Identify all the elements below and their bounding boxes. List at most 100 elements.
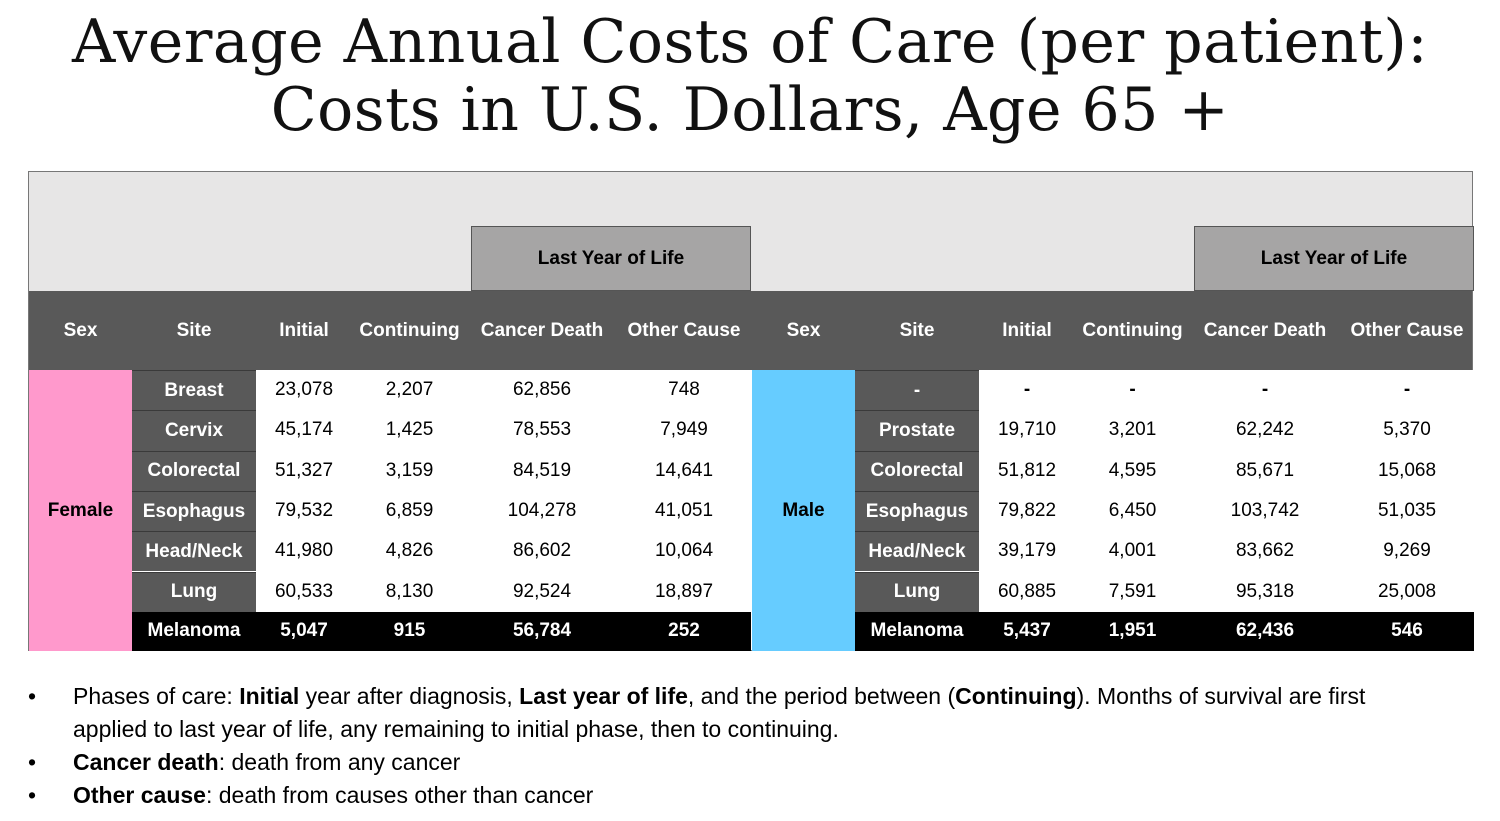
- female-continuing-value: 6,859: [385, 500, 434, 522]
- male-continuing-value: 3,201: [1108, 419, 1157, 441]
- female-cancer-death-value: 86,602: [512, 540, 572, 562]
- male-other-cause-value: 9,269: [1383, 540, 1431, 562]
- female-values-bg: [256, 370, 751, 612]
- female-cancer-death-value: 78,553: [512, 419, 572, 441]
- note-text: Phases of care:: [73, 683, 240, 709]
- male-header-site: Site: [899, 319, 935, 341]
- male-site-cell: Head/Neck: [855, 531, 979, 572]
- male-sex-cell: Male: [752, 370, 855, 651]
- female-other-cause-value: 7,949: [660, 419, 708, 441]
- female-site-cell: Lung: [132, 571, 256, 612]
- female-other-cause-value: 41,051: [654, 500, 714, 522]
- male-other-cause-value: 546: [1391, 620, 1423, 642]
- male-other-cause-value: 25,008: [1377, 580, 1437, 602]
- cost-table: Last Year of Life Last Year of Life Sex S…: [28, 171, 1474, 651]
- female-sex-cell: Female: [29, 370, 132, 651]
- female-initial-value: 60,533: [274, 580, 334, 602]
- bullet-icon: •: [28, 683, 37, 709]
- female-site-cell: Cervix: [132, 410, 256, 451]
- title-line-1: Average Annual Costs of Care (per patien…: [71, 7, 1429, 77]
- note-text: : death from causes other than cancer: [205, 782, 594, 808]
- male-continuing-value: 4,595: [1108, 459, 1157, 481]
- male-cancer-death-value: 62,242: [1235, 419, 1295, 441]
- male-site-cell: Prostate: [855, 410, 979, 451]
- female-initial-value: 51,327: [274, 459, 334, 481]
- note-bold: Last year of life: [519, 683, 688, 709]
- male-header-other-cause: Other Cause: [1350, 319, 1464, 341]
- female-other-cause-value: 748: [668, 379, 700, 401]
- female-initial-value: 45,174: [274, 419, 334, 441]
- slide-title: Average Annual Costs of Care (per patien…: [0, 8, 1500, 144]
- female-cancer-death-value: 56,784: [512, 620, 572, 642]
- note-text: year after diagnosis,: [299, 683, 520, 709]
- note-bold: Continuing: [955, 683, 1077, 709]
- male-continuing-value: 7,591: [1108, 580, 1157, 602]
- male-other-cause-value: 51,035: [1377, 500, 1437, 522]
- male-header-continuing: Continuing: [1082, 319, 1183, 341]
- note-text: ). Months of survival are first: [1076, 683, 1366, 709]
- note-text: applied to last year of life, any remain…: [73, 716, 839, 742]
- note-other-cause: • Other cause: death from causes other t…: [28, 779, 1473, 812]
- male-site-cell: Melanoma: [855, 611, 979, 651]
- female-site-cell: Melanoma: [132, 611, 256, 651]
- female-cancer-death-value: 62,856: [512, 379, 572, 401]
- female-site-cell: Breast: [132, 370, 256, 411]
- male-cancer-death-value: 85,671: [1235, 459, 1295, 481]
- note-text: : death from any cancer: [218, 749, 461, 775]
- male-continuing-value: -: [1129, 379, 1136, 401]
- female-header-initial: Initial: [279, 319, 329, 341]
- bullet-icon: •: [28, 782, 37, 808]
- female-cancer-death-value: 84,519: [512, 459, 572, 481]
- female-other-cause-value: 252: [668, 620, 700, 642]
- male-continuing-value: 1,951: [1108, 620, 1157, 642]
- female-cancer-death-value: 92,524: [512, 580, 572, 602]
- female-continuing-value: 915: [393, 620, 426, 642]
- female-header-continuing: Continuing: [359, 319, 460, 341]
- female-header-other-cause: Other Cause: [627, 319, 741, 341]
- male-initial-value: 39,179: [997, 540, 1057, 562]
- male-cancer-death-value: 95,318: [1235, 580, 1295, 602]
- female-other-cause-value: 18,897: [654, 580, 714, 602]
- note-text: , and the period between (: [687, 683, 956, 709]
- female-cancer-death-value: 104,278: [507, 500, 577, 522]
- female-other-cause-value: 10,064: [654, 540, 714, 562]
- female-initial-value: 41,980: [274, 540, 334, 562]
- male-initial-value: 5,437: [1003, 620, 1051, 642]
- male-continuing-value: 6,450: [1108, 500, 1157, 522]
- male-initial-value: 79,822: [997, 500, 1057, 522]
- female-site-cell: Head/Neck: [132, 531, 256, 572]
- male-initial-value: 60,885: [997, 580, 1057, 602]
- male-last-year-of-life-header: Last Year of Life: [1194, 226, 1474, 291]
- female-continuing-value: 8,130: [385, 580, 434, 602]
- male-other-cause-value: 5,370: [1383, 419, 1431, 441]
- female-initial-value: 23,078: [274, 379, 334, 401]
- male-cancer-death-value: -: [1261, 379, 1269, 401]
- note-bold: Initial: [239, 683, 300, 709]
- female-continuing-value: 4,826: [385, 540, 434, 562]
- female-site-cell: Esophagus: [132, 490, 256, 532]
- male-header-cancer-death: Cancer Death: [1203, 319, 1327, 341]
- male-initial-value: -: [1023, 379, 1031, 401]
- male-site-cell: Colorectal: [855, 450, 979, 491]
- female-last-year-of-life-header: Last Year of Life: [471, 226, 751, 291]
- female-header-cancer-death: Cancer Death: [480, 319, 604, 341]
- female-initial-value: 5,047: [280, 620, 328, 642]
- male-cancer-death-value: 103,742: [1230, 500, 1300, 522]
- female-header-sex: Sex: [63, 319, 98, 341]
- male-continuing-value: 4,001: [1108, 540, 1157, 562]
- note-phases: • Phases of care: Initial year after dia…: [28, 680, 1473, 746]
- male-site-cell: Lung: [855, 571, 979, 612]
- female-site-cell: Colorectal: [132, 450, 256, 491]
- female-continuing-value: 2,207: [385, 379, 434, 401]
- male-header-sex: Sex: [786, 319, 821, 341]
- male-initial-value: 19,710: [997, 419, 1057, 441]
- bullet-icon: •: [28, 749, 37, 775]
- male-cancer-death-value: 62,436: [1235, 620, 1295, 642]
- female-initial-value: 79,532: [274, 500, 334, 522]
- male-initial-value: 51,812: [997, 459, 1057, 481]
- male-site-cell: Esophagus: [855, 490, 979, 532]
- male-other-cause-value: -: [1403, 379, 1411, 401]
- male-header-initial: Initial: [1002, 319, 1052, 341]
- column-header-row: [29, 291, 1472, 370]
- note-bold: Other cause: [73, 782, 206, 808]
